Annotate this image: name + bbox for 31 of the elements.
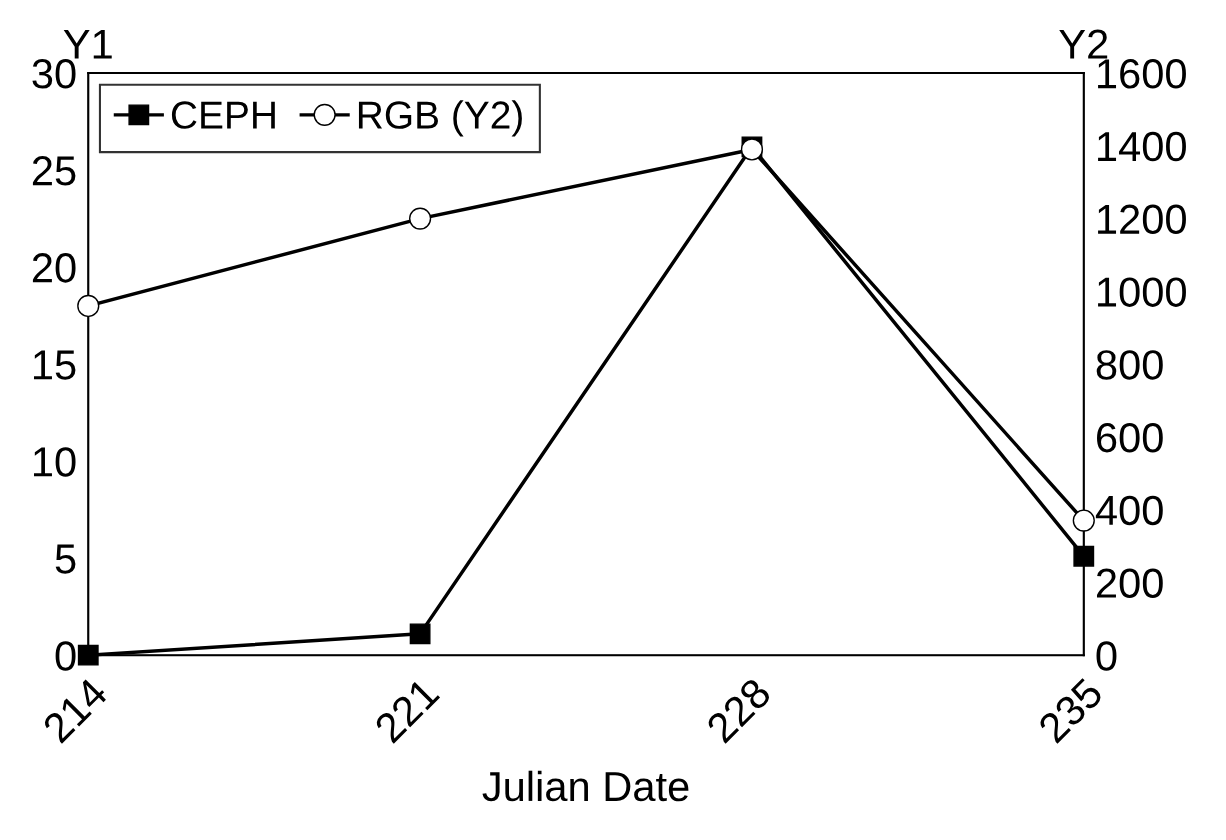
point [77, 644, 99, 666]
y-tick-label: 15 [34, 350, 76, 380]
y-tick-label: 5 [55, 544, 76, 574]
x-tick-label: 235 [1036, 676, 1105, 744]
legend-label: RGB (Y2) [358, 100, 522, 137]
y2-tick-label: 400 [1095, 495, 1163, 526]
y2-tick-label: 1200 [1098, 204, 1186, 235]
x-tick-label: 228 [705, 676, 773, 744]
y-tick-label: 10 [34, 447, 76, 477]
point [1072, 509, 1095, 532]
y-axis-title: Y1 [63, 29, 112, 59]
point [1073, 545, 1095, 567]
y-tick-label: 0 [55, 641, 76, 671]
legend-label: CEPH [171, 101, 275, 129]
point [408, 207, 432, 230]
point [77, 294, 100, 318]
y2-tick-label: 1000 [1098, 277, 1186, 307]
y-tick-label: 20 [32, 253, 76, 283]
y-tick-label: 30 [32, 59, 76, 89]
y2-tick-label: 800 [1096, 350, 1163, 380]
x-axis-title: Julian Date [482, 770, 689, 802]
x-tick-label: 214 [41, 676, 109, 744]
y2-tick-label: 600 [1097, 422, 1163, 453]
x-tick-label: 221 [373, 676, 441, 744]
point [409, 623, 431, 645]
y2-tick-label: 1600 [1098, 59, 1186, 89]
y2-axis-title: Y2 [1059, 29, 1108, 59]
y2-tick-label: 200 [1096, 568, 1163, 598]
y2-tick-label: 0 [1096, 641, 1117, 671]
y2-tick-label: 1400 [1098, 131, 1186, 162]
y-tick-label: 25 [32, 156, 76, 186]
